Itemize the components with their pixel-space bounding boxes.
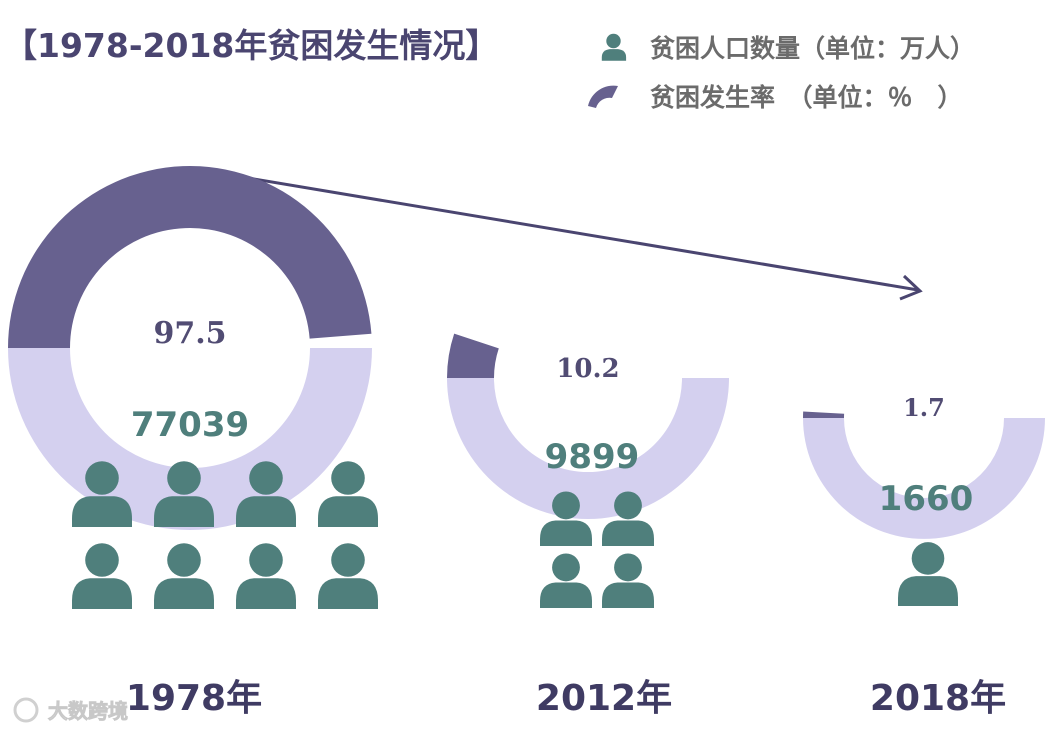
person-icon (601, 33, 627, 61)
person-icon (154, 461, 214, 527)
gauge-fill-1978 (8, 165, 372, 348)
rate-label-2018: 1.7 (903, 393, 945, 422)
gauge-track-2018 (803, 418, 1045, 539)
person-icon (318, 461, 378, 527)
person-icon (898, 542, 958, 606)
arrow-right-icon (187, 166, 919, 292)
rate-label-1978: 97.5 (153, 316, 226, 351)
arrow-head (899, 274, 923, 301)
person-icon (540, 491, 592, 546)
population-label-2018: 1660 (879, 479, 974, 519)
legend-rate-label: 贫困发生率 （单位：％ ） (650, 83, 963, 112)
population-label-1978: 77039 (131, 405, 249, 445)
rate-label-2012: 10.2 (556, 354, 619, 384)
chart-title: 【1978-2018年贫困发生情况】 (4, 26, 498, 65)
year-label-2018: 2018年 (870, 678, 1006, 719)
person-icon (72, 461, 132, 527)
legend-population-label: 贫困人口数量（单位：万人） (650, 34, 975, 63)
year-label-2012: 2012年 (536, 678, 672, 719)
watermark: 大数跨境 (13, 697, 128, 723)
person-icon (72, 543, 132, 609)
legend-rate: 贫困发生率 （单位：％ ） (588, 83, 963, 112)
watermark-text: 大数跨境 (48, 699, 128, 723)
trend-arrow (187, 166, 923, 301)
gauge-arc-icon (588, 85, 618, 108)
population-label-2012: 9899 (545, 437, 640, 477)
legend-population: 贫困人口数量（单位：万人） (601, 33, 975, 63)
person-icon (602, 491, 654, 546)
year-label-1978: 1978年 (126, 678, 262, 719)
person-icon (540, 553, 592, 608)
person-icon (154, 543, 214, 609)
person-icon (236, 461, 296, 527)
person-icon (602, 553, 654, 608)
watermark-logo-icon (13, 697, 39, 723)
gauge-track-2012 (447, 378, 729, 519)
gauge-fill-2018 (803, 411, 845, 418)
gauge-fill-2012 (447, 333, 499, 378)
person-icon (236, 543, 296, 609)
person-icon (318, 543, 378, 609)
